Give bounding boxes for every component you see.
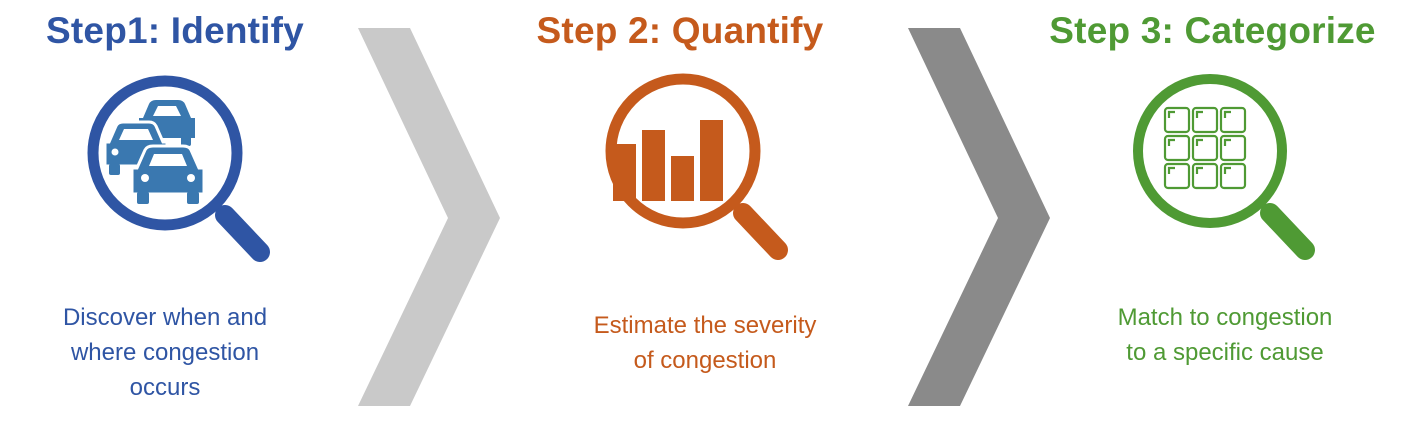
step-2-description-line: of congestion	[633, 347, 777, 374]
step-3-description: Match to congestion to a specific cause	[1070, 300, 1380, 370]
step-2-title: Step 2: Quantify	[536, 10, 824, 51]
step-3-description-line: to a specific cause	[1126, 339, 1324, 366]
magnifier-grid-icon	[1110, 70, 1325, 275]
grid-cell	[1191, 162, 1219, 190]
step-1-description-line: occurs	[129, 374, 201, 401]
grid-cell-corner	[1195, 138, 1203, 146]
step-1-description-line: where congestion	[70, 339, 260, 366]
grid-cell-corner	[1223, 166, 1231, 174]
step-1-description: Discover when and where congestion occur…	[20, 300, 310, 405]
grid-cell	[1191, 106, 1219, 134]
step-1-description-line: Discover when and	[62, 304, 268, 331]
grid-cell-corner	[1167, 110, 1175, 118]
grid-cell	[1219, 106, 1247, 134]
step-3-description-line: Match to congestion	[1117, 304, 1333, 331]
grid-cell-corner	[1223, 110, 1231, 118]
grid-cell	[1191, 134, 1219, 162]
grid-cell-corner	[1195, 110, 1203, 118]
chevron-right-icon	[340, 28, 510, 413]
grid-cell-corner	[1167, 166, 1175, 174]
grid-cell	[1163, 162, 1191, 190]
step-3-title: Step 3: Categorize	[1049, 10, 1376, 51]
step-1-title: Step1: Identify	[46, 10, 304, 51]
chevron-right-icon	[890, 28, 1060, 413]
magnifier-bar-chart-icon	[583, 70, 798, 275]
grid-cell-corner	[1195, 166, 1203, 174]
step-2-description-line: Estimate the severity	[593, 312, 817, 339]
step-2-description: Estimate the severity of congestion	[545, 308, 865, 378]
grid-cell-corner	[1223, 138, 1231, 146]
grid-cell-corner	[1167, 138, 1175, 146]
grid-cell	[1219, 162, 1247, 190]
grid-cell	[1163, 134, 1191, 162]
grid-cell	[1163, 106, 1191, 134]
magnifier-cars-icon	[65, 70, 280, 275]
grid-cell	[1219, 134, 1247, 162]
